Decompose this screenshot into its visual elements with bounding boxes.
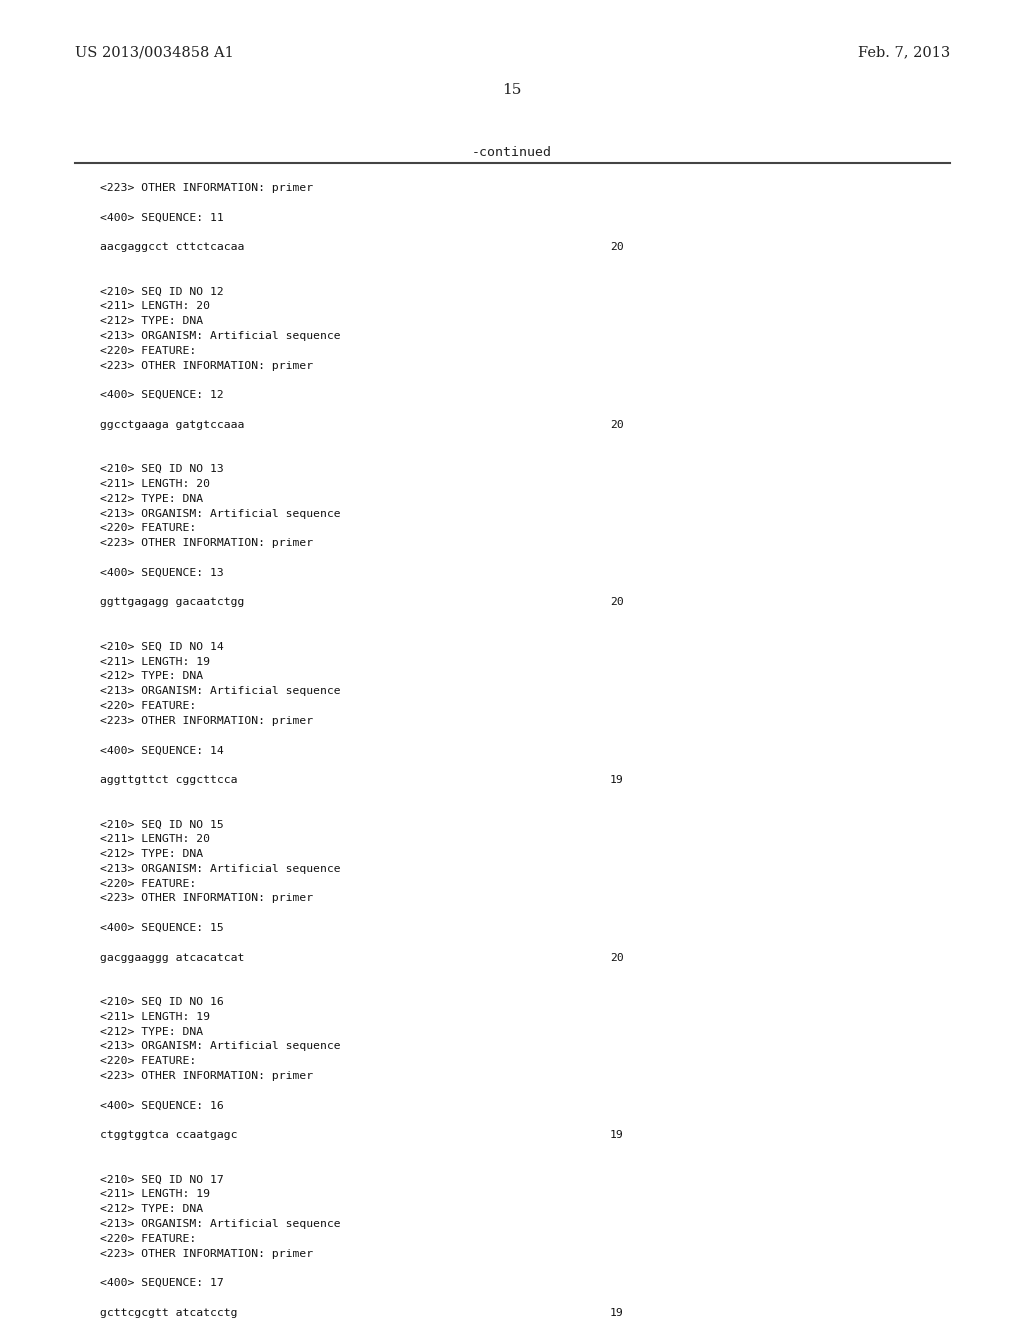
Text: 20: 20 [610, 420, 624, 430]
Text: <400> SEQUENCE: 14: <400> SEQUENCE: 14 [100, 746, 224, 755]
Text: ggttgagagg gacaatctgg: ggttgagagg gacaatctgg [100, 598, 245, 607]
Text: <223> OTHER INFORMATION: primer: <223> OTHER INFORMATION: primer [100, 715, 313, 726]
Text: aggttgttct cggcttcca: aggttgttct cggcttcca [100, 775, 238, 785]
Text: ctggtggtca ccaatgagc: ctggtggtca ccaatgagc [100, 1130, 238, 1140]
Text: ggcctgaaga gatgtccaaa: ggcctgaaga gatgtccaaa [100, 420, 245, 430]
Text: 19: 19 [610, 1130, 624, 1140]
Text: <210> SEQ ID NO 14: <210> SEQ ID NO 14 [100, 642, 224, 652]
Text: <220> FEATURE:: <220> FEATURE: [100, 701, 197, 711]
Text: <211> LENGTH: 20: <211> LENGTH: 20 [100, 834, 210, 845]
Text: <212> TYPE: DNA: <212> TYPE: DNA [100, 494, 203, 504]
Text: <400> SEQUENCE: 13: <400> SEQUENCE: 13 [100, 568, 224, 578]
Text: gcttcgcgtt atcatcctg: gcttcgcgtt atcatcctg [100, 1308, 238, 1317]
Text: aacgaggcct cttctcacaa: aacgaggcct cttctcacaa [100, 242, 245, 252]
Text: <211> LENGTH: 20: <211> LENGTH: 20 [100, 301, 210, 312]
Text: <213> ORGANISM: Artificial sequence: <213> ORGANISM: Artificial sequence [100, 508, 341, 519]
Text: <223> OTHER INFORMATION: primer: <223> OTHER INFORMATION: primer [100, 1071, 313, 1081]
Text: 20: 20 [610, 242, 624, 252]
Text: <212> TYPE: DNA: <212> TYPE: DNA [100, 317, 203, 326]
Text: -continued: -continued [472, 145, 552, 158]
Text: <223> OTHER INFORMATION: primer: <223> OTHER INFORMATION: primer [100, 360, 313, 371]
Text: US 2013/0034858 A1: US 2013/0034858 A1 [75, 45, 233, 59]
Text: <223> OTHER INFORMATION: primer: <223> OTHER INFORMATION: primer [100, 1249, 313, 1258]
Text: <213> ORGANISM: Artificial sequence: <213> ORGANISM: Artificial sequence [100, 863, 341, 874]
Text: <211> LENGTH: 19: <211> LENGTH: 19 [100, 1012, 210, 1022]
Text: gacggaaggg atcacatcat: gacggaaggg atcacatcat [100, 953, 245, 962]
Text: <212> TYPE: DNA: <212> TYPE: DNA [100, 849, 203, 859]
Text: <220> FEATURE:: <220> FEATURE: [100, 879, 197, 888]
Text: 19: 19 [610, 1308, 624, 1317]
Text: <210> SEQ ID NO 15: <210> SEQ ID NO 15 [100, 820, 224, 829]
Text: <213> ORGANISM: Artificial sequence: <213> ORGANISM: Artificial sequence [100, 331, 341, 341]
Text: <210> SEQ ID NO 12: <210> SEQ ID NO 12 [100, 286, 224, 297]
Text: 20: 20 [610, 598, 624, 607]
Text: <210> SEQ ID NO 16: <210> SEQ ID NO 16 [100, 997, 224, 1007]
Text: <400> SEQUENCE: 11: <400> SEQUENCE: 11 [100, 213, 224, 223]
Text: <212> TYPE: DNA: <212> TYPE: DNA [100, 1027, 203, 1036]
Text: <211> LENGTH: 20: <211> LENGTH: 20 [100, 479, 210, 488]
Text: <400> SEQUENCE: 12: <400> SEQUENCE: 12 [100, 391, 224, 400]
Text: <220> FEATURE:: <220> FEATURE: [100, 1234, 197, 1243]
Text: <211> LENGTH: 19: <211> LENGTH: 19 [100, 656, 210, 667]
Text: Feb. 7, 2013: Feb. 7, 2013 [858, 45, 950, 59]
Text: <223> OTHER INFORMATION: primer: <223> OTHER INFORMATION: primer [100, 183, 313, 193]
Text: <400> SEQUENCE: 17: <400> SEQUENCE: 17 [100, 1278, 224, 1288]
Text: 19: 19 [610, 775, 624, 785]
Text: 20: 20 [610, 953, 624, 962]
Text: <210> SEQ ID NO 13: <210> SEQ ID NO 13 [100, 465, 224, 474]
Text: <213> ORGANISM: Artificial sequence: <213> ORGANISM: Artificial sequence [100, 1218, 341, 1229]
Text: 15: 15 [503, 83, 521, 96]
Text: <213> ORGANISM: Artificial sequence: <213> ORGANISM: Artificial sequence [100, 686, 341, 696]
Text: <400> SEQUENCE: 16: <400> SEQUENCE: 16 [100, 1101, 224, 1110]
Text: <213> ORGANISM: Artificial sequence: <213> ORGANISM: Artificial sequence [100, 1041, 341, 1052]
Text: <223> OTHER INFORMATION: primer: <223> OTHER INFORMATION: primer [100, 539, 313, 548]
Text: <223> OTHER INFORMATION: primer: <223> OTHER INFORMATION: primer [100, 894, 313, 903]
Text: <220> FEATURE:: <220> FEATURE: [100, 524, 197, 533]
Text: <211> LENGTH: 19: <211> LENGTH: 19 [100, 1189, 210, 1200]
Text: <400> SEQUENCE: 15: <400> SEQUENCE: 15 [100, 923, 224, 933]
Text: <212> TYPE: DNA: <212> TYPE: DNA [100, 1204, 203, 1214]
Text: <220> FEATURE:: <220> FEATURE: [100, 346, 197, 356]
Text: <212> TYPE: DNA: <212> TYPE: DNA [100, 672, 203, 681]
Text: <220> FEATURE:: <220> FEATURE: [100, 1056, 197, 1067]
Text: <210> SEQ ID NO 17: <210> SEQ ID NO 17 [100, 1175, 224, 1184]
